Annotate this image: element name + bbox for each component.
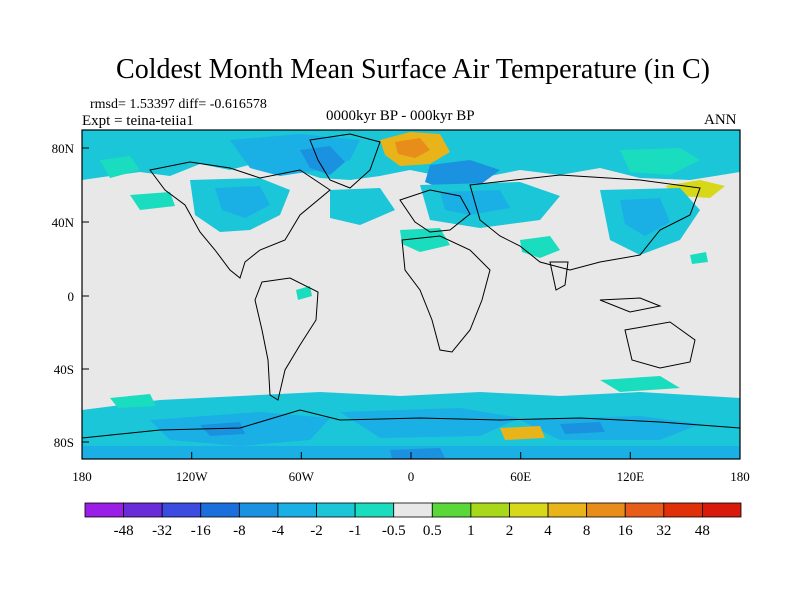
colorbar-box bbox=[624, 502, 665, 518]
temperature-anomaly-field bbox=[82, 130, 740, 459]
colorbar-box bbox=[238, 502, 279, 518]
colorbar-label: -1 bbox=[349, 523, 362, 539]
experiment-text: Expt = teina-teiia1 bbox=[82, 113, 194, 129]
colorbar-label: -48 bbox=[114, 523, 134, 539]
colorbar-label: -4 bbox=[272, 523, 285, 539]
y-tick-label: 40S bbox=[54, 362, 74, 377]
colorbar-labels: -48 -32 -16 -8 -4 -2 -1 -0.5 0.5 1 2 4 8 16 32 48 bbox=[114, 523, 710, 539]
y-tick-label: 0 bbox=[68, 289, 75, 304]
x-tick-label: 120W bbox=[176, 469, 209, 484]
colorbar-label: 2 bbox=[506, 523, 514, 539]
colorbar-box bbox=[702, 502, 742, 518]
colorbar-box bbox=[393, 502, 433, 518]
y-tick-label: 80N bbox=[52, 141, 75, 156]
colorbar-label: -16 bbox=[191, 523, 211, 539]
x-tick-label: 180 bbox=[72, 469, 92, 484]
colorbar-label: -0.5 bbox=[382, 523, 406, 539]
x-tick-label: 120E bbox=[617, 469, 645, 484]
x-tick-label: 180 bbox=[730, 469, 750, 484]
colorbar-label: -8 bbox=[233, 523, 246, 539]
map-title: Coldest Month Mean Surface Air Temperatu… bbox=[116, 54, 710, 85]
colorbar-label: 32 bbox=[656, 523, 671, 539]
colorbar-box bbox=[663, 502, 703, 518]
colorbar-label: -2 bbox=[310, 523, 323, 539]
colorbar-box bbox=[354, 502, 395, 518]
colorbar-box bbox=[161, 502, 202, 518]
colorbar-box bbox=[84, 502, 124, 518]
y-axis-ticks bbox=[82, 147, 89, 443]
rmsd-diff-text: rmsd= 1.53397 diff= -0.616578 bbox=[90, 97, 267, 112]
y-tick-label: 40N bbox=[52, 215, 75, 230]
colorbar-label: 16 bbox=[618, 523, 634, 539]
colorbar-box bbox=[316, 502, 356, 518]
colorbar-box bbox=[277, 502, 317, 518]
colorbar-label: 8 bbox=[583, 523, 591, 539]
colorbar-box bbox=[547, 502, 588, 518]
period-text: 0000kyr BP - 000kyr BP bbox=[326, 108, 475, 124]
x-tick-label: 0 bbox=[408, 469, 415, 484]
coastlines bbox=[82, 133, 740, 439]
colorbar-label: 1 bbox=[467, 523, 475, 539]
colorbar bbox=[84, 502, 742, 518]
colorbar-label: 0.5 bbox=[423, 523, 442, 539]
colorbar-box bbox=[123, 502, 163, 518]
season-text: ANN bbox=[704, 112, 737, 128]
colorbar-box bbox=[200, 502, 240, 518]
colorbar-label: 48 bbox=[695, 523, 710, 539]
x-tick-label: 60W bbox=[289, 469, 315, 484]
x-tick-label: 60E bbox=[510, 469, 531, 484]
colorbar-label: 4 bbox=[544, 523, 552, 539]
x-axis-ticks bbox=[81, 452, 741, 459]
colorbar-box bbox=[509, 502, 549, 518]
colorbar-label: -32 bbox=[152, 523, 172, 539]
colorbar-box bbox=[470, 502, 510, 518]
colorbar-box bbox=[586, 502, 626, 518]
colorbar-box bbox=[431, 502, 472, 518]
y-tick-label: 80S bbox=[54, 435, 74, 450]
